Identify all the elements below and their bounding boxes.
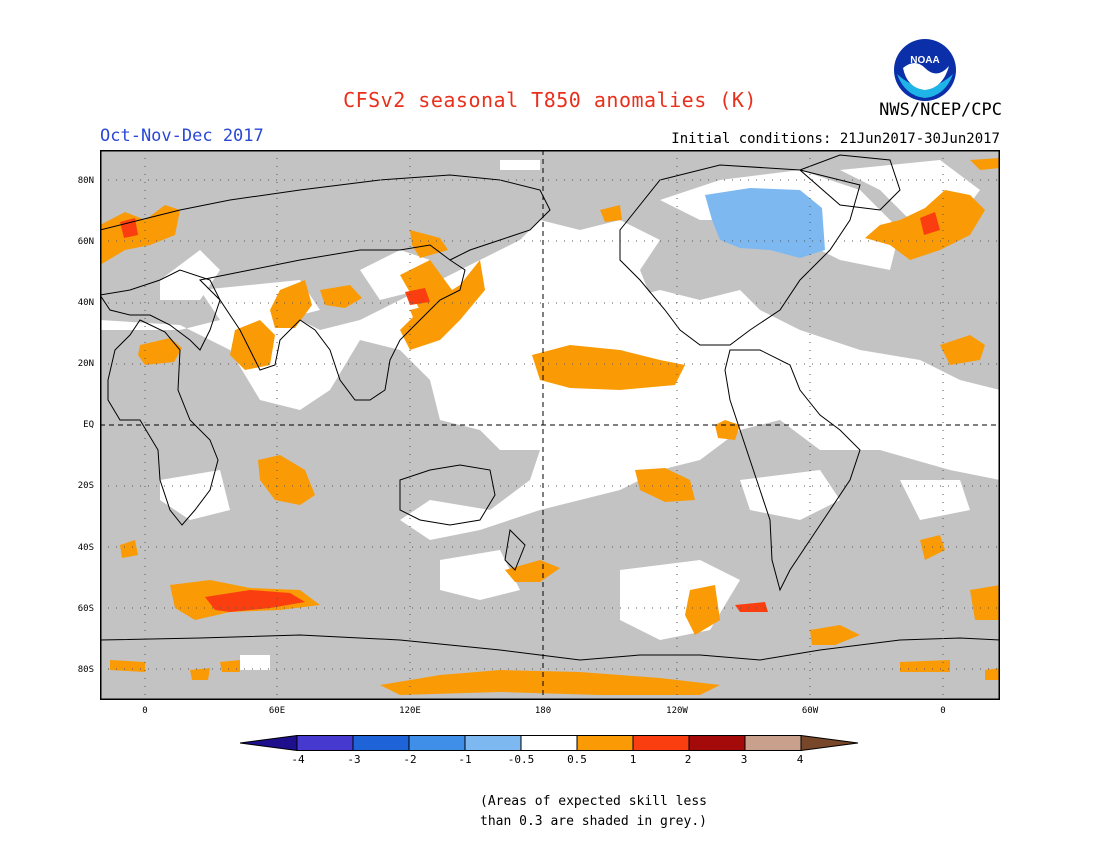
lat-label: 20S (77, 481, 94, 491)
map-frame (100, 150, 1000, 700)
colorbar-tick: 0.5 (567, 753, 587, 766)
lon-label: 180 (534, 706, 552, 716)
chart-title: CFSv2 seasonal T850 anomalies (K) (343, 88, 757, 112)
colorbar-tick: 3 (740, 753, 748, 766)
lat-label: 20N (77, 359, 94, 369)
lon-label: 120W (666, 706, 688, 716)
colorbar (240, 735, 860, 751)
lat-label: 40S (77, 543, 94, 553)
colorbar-segment (464, 735, 522, 751)
colorbar-tick: -2 (403, 753, 417, 766)
colorbar-tick: -4 (291, 753, 305, 766)
lon-label: 60W (801, 706, 819, 716)
agency-label: NWS/NCEP/CPC (879, 100, 1002, 120)
colorbar-tick: 1 (629, 753, 637, 766)
colorbar-tick: -0.5 (507, 753, 535, 766)
noaa-logo: NOAA (893, 38, 957, 102)
colorbar-segment (800, 735, 859, 751)
colorbar-segment (240, 735, 298, 751)
skill-note-line1: (Areas of expected skill less (480, 794, 707, 809)
initial-conditions-label: Initial conditions: 21Jun2017-30Jun2017 (671, 131, 1000, 147)
lat-label: 60S (77, 604, 94, 614)
lat-label: EQ (83, 420, 94, 430)
colorbar-segment (296, 735, 354, 751)
lat-label: 80N (77, 176, 94, 186)
period-label: Oct-Nov-Dec 2017 (100, 126, 264, 146)
colorbar-segment (632, 735, 690, 751)
skill-note: (Areas of expected skill less than 0.3 a… (480, 792, 707, 832)
lon-label: 0 (940, 706, 946, 716)
colorbar-segment (408, 735, 466, 751)
lon-label: 0 (142, 706, 148, 716)
logo-text: NOAA (910, 55, 939, 66)
coastlines (100, 154, 1000, 661)
lat-label: 60N (77, 237, 94, 247)
lat-label: 80S (77, 665, 94, 675)
anomaly-map (100, 150, 1000, 700)
colorbar-segment (352, 735, 410, 751)
colorbar-tick: -1 (458, 753, 472, 766)
colorbar-segment (520, 735, 578, 751)
colorbar-segment (576, 735, 634, 751)
lon-label: 120E (399, 706, 421, 716)
lon-label: 60E (268, 706, 286, 716)
skill-note-line2: than 0.3 are shaded in grey.) (480, 814, 707, 829)
colorbar-segment (688, 735, 746, 751)
colorbar-segment (744, 735, 802, 751)
lat-label: 40N (77, 298, 94, 308)
colorbar-tick: 2 (684, 753, 692, 766)
strong-positive-anomaly-regions (120, 212, 940, 612)
colorbar-tick: 4 (796, 753, 804, 766)
negative-anomaly-canada (705, 188, 825, 258)
colorbar-tick: -3 (347, 753, 361, 766)
